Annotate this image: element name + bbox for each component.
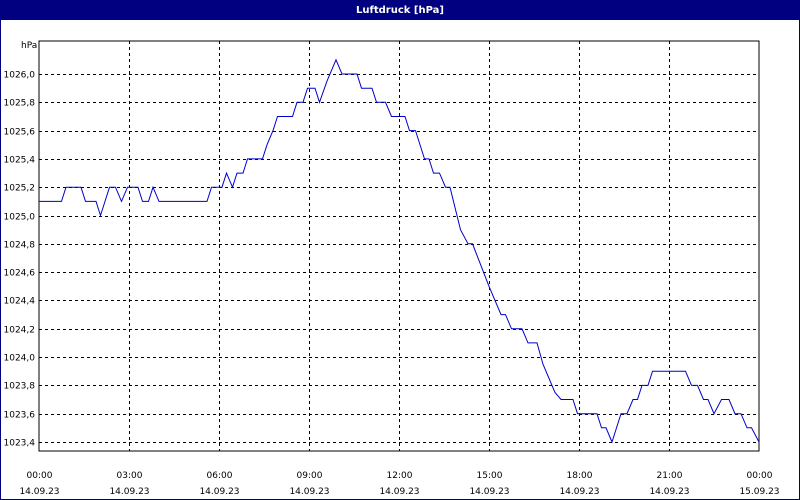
x-tick-time-label: 15:00 xyxy=(477,471,503,481)
x-tick-date-label: 14.09.23 xyxy=(19,487,59,497)
y-tick-label: 1024,2 xyxy=(4,326,36,336)
y-tick-label: 1025,6 xyxy=(4,128,36,138)
x-tick-date-label: 14.09.23 xyxy=(289,487,329,497)
y-tick-label: 1024,4 xyxy=(4,297,36,307)
x-tick-time-label: 03:00 xyxy=(117,471,143,481)
x-tick-date-label: 15.09.23 xyxy=(739,487,779,497)
pressure-series-line xyxy=(39,58,760,444)
chart-title: Luftdruck [hPa] xyxy=(1,1,799,20)
x-tick-date-label: 14.09.23 xyxy=(109,487,149,497)
x-tick-date-label: 14.09.23 xyxy=(469,487,509,497)
y-tick-label: 1024,8 xyxy=(4,241,36,251)
x-tick-time-label: 06:00 xyxy=(207,471,233,481)
y-axis-unit-label: hPa xyxy=(21,41,37,51)
x-tick-time-label: 18:00 xyxy=(567,471,593,481)
x-tick-date-label: 14.09.23 xyxy=(199,487,239,497)
y-tick-label: 1025,8 xyxy=(4,99,36,109)
x-tick-time-label: 09:00 xyxy=(297,471,323,481)
x-tick-time-label: 00:00 xyxy=(747,471,773,481)
y-tick-label: 1023,8 xyxy=(4,382,36,392)
series-layer xyxy=(39,58,760,444)
x-tick-time-label: 21:00 xyxy=(657,471,683,481)
y-tick-label: 1025,2 xyxy=(4,184,36,194)
x-tick-time-label: 00:00 xyxy=(27,471,53,481)
y-tick-label: 1024,0 xyxy=(4,354,36,364)
y-tick-labels: 1023,4 1023,6 1023,8 1024,0 1024,2 1024,4 1024… xyxy=(4,71,36,449)
x-tick-date-label: 14.09.23 xyxy=(649,487,689,497)
x-tick-date-label: 14.09.23 xyxy=(559,487,599,497)
y-tick-label: 1024,6 xyxy=(4,269,36,279)
grid-lines xyxy=(39,41,759,451)
y-tick-label: 1023,6 xyxy=(4,411,36,421)
y-tick-label: 1025,0 xyxy=(4,213,36,223)
y-tick-label: 1023,4 xyxy=(4,439,36,449)
x-tick-labels: 00:00 14.09.23 03:00 14.09.23 06:00 14.09.23 0… xyxy=(19,471,779,497)
x-tick-time-label: 12:00 xyxy=(387,471,413,481)
y-tick-label: 1025,4 xyxy=(4,156,36,166)
y-tick-label: 1026,0 xyxy=(4,71,36,81)
x-tick-date-label: 14.09.23 xyxy=(379,487,419,497)
